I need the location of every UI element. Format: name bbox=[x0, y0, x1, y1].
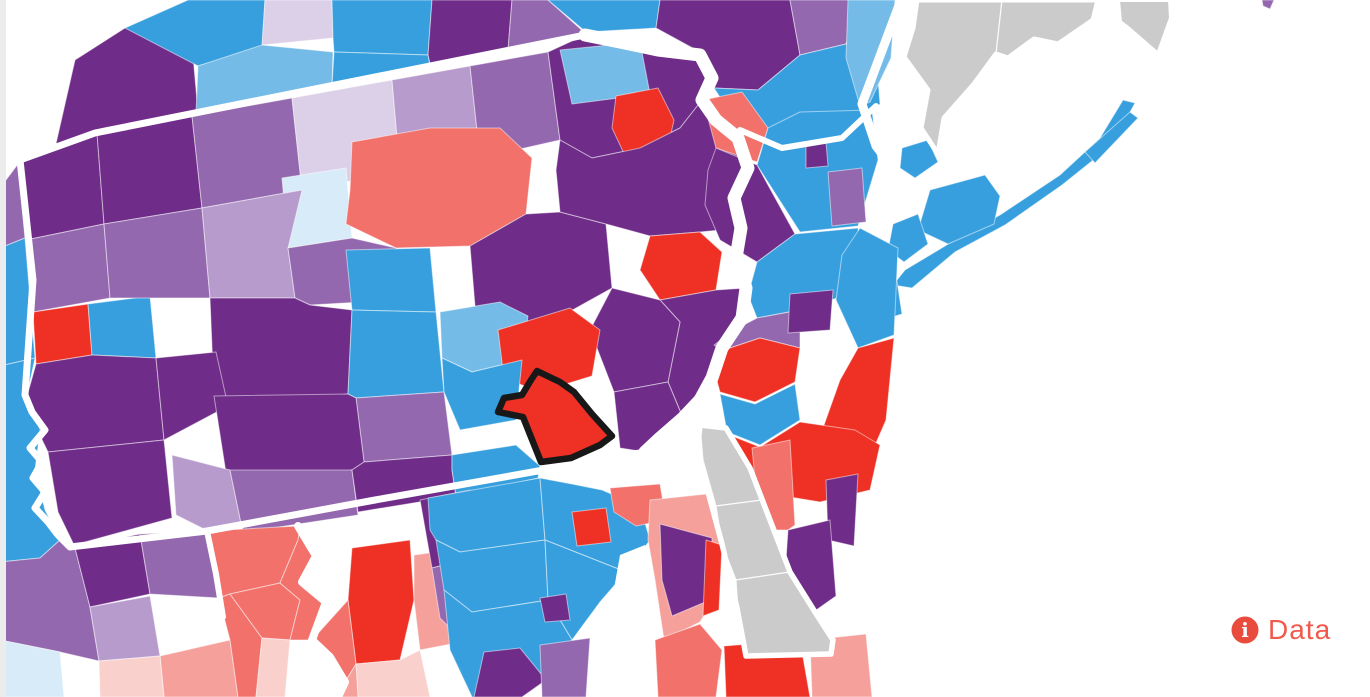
county[interactable] bbox=[355, 391, 453, 463]
county[interactable] bbox=[1261, 0, 1275, 10]
county[interactable] bbox=[639, 231, 723, 301]
county[interactable] bbox=[255, 637, 291, 697]
county[interactable] bbox=[25, 223, 111, 313]
county[interactable] bbox=[539, 637, 591, 697]
state-border-md-de bbox=[642, 441, 700, 455]
county[interactable] bbox=[0, 639, 65, 697]
county[interactable] bbox=[47, 439, 173, 546]
county[interactable] bbox=[654, 623, 723, 697]
county[interactable] bbox=[805, 142, 829, 169]
state-border-connecticut-east bbox=[1116, 0, 1173, 56]
county[interactable] bbox=[331, 0, 433, 56]
state-border-ny-nj bbox=[737, 103, 879, 151]
county[interactable] bbox=[825, 473, 859, 547]
state-border-delaware bbox=[694, 422, 836, 659]
county[interactable] bbox=[201, 189, 303, 299]
state-border-connecticut bbox=[901, 0, 1101, 157]
county[interactable] bbox=[845, 0, 896, 107]
chesapeake-bay-water bbox=[608, 545, 660, 697]
county[interactable] bbox=[899, 139, 939, 179]
county[interactable] bbox=[659, 523, 713, 617]
county[interactable] bbox=[827, 167, 867, 227]
county[interactable] bbox=[26, 354, 165, 453]
county[interactable] bbox=[159, 639, 239, 697]
data-button-label: Data bbox=[1268, 614, 1332, 645]
county[interactable] bbox=[1084, 111, 1139, 164]
potomac-river bbox=[294, 522, 349, 697]
county[interactable] bbox=[229, 469, 359, 533]
county[interactable] bbox=[89, 595, 161, 662]
county[interactable] bbox=[345, 247, 437, 313]
county[interactable] bbox=[473, 647, 547, 697]
county[interactable] bbox=[347, 539, 415, 665]
river-border bbox=[204, 528, 226, 620]
hudson-river bbox=[857, 0, 906, 189]
page-edge-strip bbox=[0, 0, 6, 697]
highlighted-county[interactable] bbox=[494, 367, 616, 466]
county[interactable] bbox=[87, 295, 157, 359]
info-icon: i bbox=[1231, 616, 1259, 644]
county[interactable] bbox=[347, 309, 445, 399]
data-button[interactable]: i Data bbox=[1231, 614, 1331, 646]
county[interactable] bbox=[571, 507, 612, 547]
state-border-pennsylvania bbox=[16, 31, 752, 551]
county[interactable] bbox=[209, 297, 353, 407]
svg-text:i: i bbox=[1241, 618, 1249, 642]
county[interactable] bbox=[98, 655, 165, 697]
county[interactable] bbox=[539, 593, 571, 623]
county[interactable] bbox=[17, 132, 105, 241]
county[interactable] bbox=[103, 207, 211, 299]
county[interactable] bbox=[787, 289, 834, 334]
county[interactable] bbox=[32, 303, 93, 365]
county[interactable] bbox=[261, 0, 334, 46]
county[interactable] bbox=[702, 539, 723, 617]
